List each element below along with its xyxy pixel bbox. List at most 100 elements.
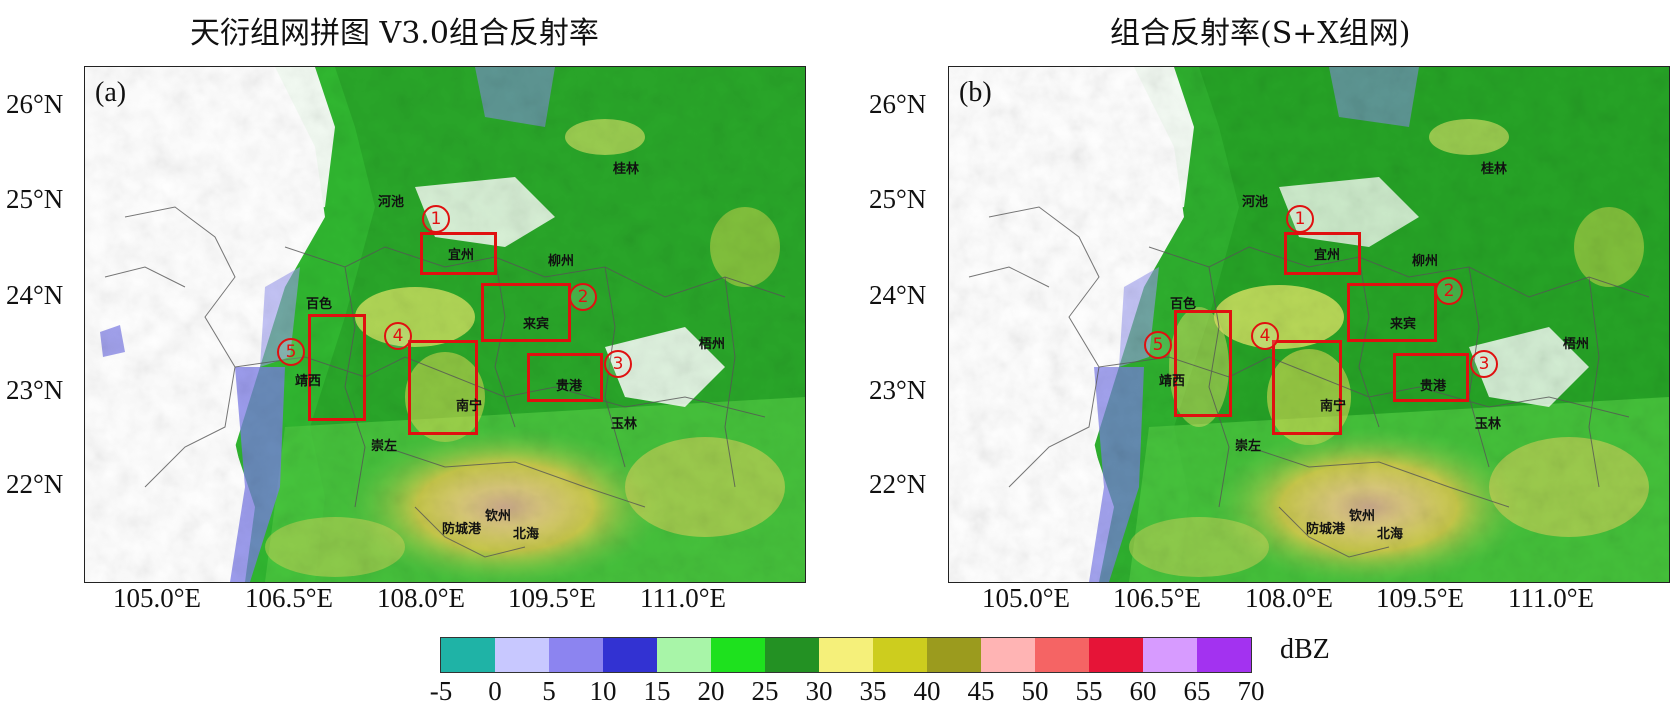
colorbar-tick-label: 15 (643, 676, 671, 706)
panel-b-title: 组合反射率(S+X组网) (1110, 16, 1411, 51)
city-wuzhou: 梧州 (699, 337, 726, 352)
lat-label-25: 25°N (6, 184, 64, 214)
colorbar-swatch (819, 638, 873, 672)
lat-label-24: 24°N (6, 280, 64, 310)
colorbar (440, 637, 1252, 673)
colorbar-swatch (1143, 638, 1197, 672)
city-jingxi-b: 靖西 (1159, 374, 1186, 389)
panel-a-title: 天衍组网拼图 V3.0组合反射率 (190, 16, 599, 51)
colorbar-swatch (1089, 638, 1143, 672)
region-box-3 (527, 353, 603, 402)
colorbar-swatch (603, 638, 657, 672)
region-marker-2-b: 2 (1435, 277, 1463, 305)
lon-label-108: 108.0°E (376, 583, 466, 613)
colorbar-tick-label: 40 (913, 676, 941, 706)
city-qinzhou-b: 钦州 (1349, 509, 1376, 524)
region-box-5-b (1174, 310, 1232, 417)
region-marker-1: 1 (422, 205, 450, 233)
colorbar-swatch (549, 638, 603, 672)
city-qinzhou: 钦州 (485, 509, 512, 524)
lat-label-22: 22°N (6, 469, 64, 499)
colorbar-swatch (495, 638, 549, 672)
lat-label-26-b: 26°N (869, 89, 927, 119)
reflectivity-field-b (949, 67, 1669, 582)
lon-label-109-5: 109.5°E (507, 583, 597, 613)
region-marker-5: 5 (277, 338, 305, 366)
region-box-2-b (1347, 283, 1437, 342)
colorbar-tick-label: 35 (859, 676, 887, 706)
lon-label-109-5-b: 109.5°E (1375, 583, 1465, 613)
colorbar-tick-label: -5 (429, 676, 453, 706)
colorbar-swatch (711, 638, 765, 672)
colorbar-tick-label: 65 (1183, 676, 1211, 706)
colorbar-swatch (1197, 638, 1251, 672)
region-marker-1-b: 1 (1286, 205, 1314, 233)
city-liuzhou: 柳州 (548, 254, 575, 269)
city-nanning: 南宁 (456, 399, 483, 414)
city-guilin-b: 桂林 (1481, 162, 1508, 177)
colorbar-tick-label: 60 (1129, 676, 1157, 706)
region-marker-4: 4 (384, 322, 412, 350)
city-beihai: 北海 (513, 527, 540, 542)
city-wuzhou-b: 梧州 (1563, 337, 1590, 352)
lat-label-26: 26°N (6, 89, 64, 119)
colorbar-tick-label: 55 (1075, 676, 1103, 706)
region-box-4-b (1272, 340, 1342, 435)
lon-label-111-b: 111.0°E (1507, 583, 1595, 613)
city-baise-b: 百色 (1170, 297, 1197, 312)
lat-label-22-b: 22°N (869, 469, 927, 499)
colorbar-tick-label: 5 (542, 676, 556, 706)
colorbar-swatch (873, 638, 927, 672)
colorbar-swatch (657, 638, 711, 672)
city-laibin: 来宾 (523, 317, 550, 332)
city-liuzhou-b: 柳州 (1412, 254, 1439, 269)
colorbar-unit: dBZ (1280, 634, 1330, 665)
lat-label-24-b: 24°N (869, 280, 927, 310)
lon-label-106-5-b: 106.5°E (1112, 583, 1202, 613)
colorbar-swatch (765, 638, 819, 672)
colorbar-tick-label: 25 (751, 676, 779, 706)
region-box-4 (408, 340, 478, 435)
colorbar-swatch (927, 638, 981, 672)
region-box-1-b (1284, 232, 1361, 275)
region-marker-3-b: 3 (1470, 350, 1498, 378)
lon-label-105-b: 105.0°E (981, 583, 1071, 613)
city-hechi-b: 河池 (1242, 195, 1269, 210)
colorbar-swatch (981, 638, 1035, 672)
city-yulin-b: 玉林 (1475, 417, 1502, 432)
region-marker-4-b: 4 (1251, 322, 1279, 350)
region-box-1 (420, 232, 497, 275)
city-jingxi: 靖西 (295, 374, 322, 389)
region-marker-2: 2 (569, 283, 597, 311)
region-box-2 (481, 283, 571, 342)
city-beihai-b: 北海 (1377, 527, 1404, 542)
colorbar-tick-label: 20 (697, 676, 725, 706)
city-hechi: 河池 (378, 195, 405, 210)
colorbar-tick-label: 30 (805, 676, 833, 706)
colorbar-tick-label: 0 (488, 676, 502, 706)
city-laibin-b: 来宾 (1390, 317, 1417, 332)
colorbar-tick-label: 10 (589, 676, 617, 706)
radar-map-b: (b) (948, 66, 1670, 583)
region-box-5 (308, 314, 366, 421)
radar-map-a: (a) (84, 66, 806, 583)
lat-label-23-b: 23°N (869, 375, 927, 405)
lon-label-105: 105.0°E (112, 583, 202, 613)
city-nanning-b: 南宁 (1320, 399, 1347, 414)
colorbar-tick-label: 50 (1021, 676, 1049, 706)
region-box-3-b (1393, 353, 1469, 402)
city-fangchenggang: 防城港 (442, 522, 482, 537)
colorbar-tick-label: 45 (967, 676, 995, 706)
colorbar-tick-label: 70 (1237, 676, 1265, 706)
region-marker-5-b: 5 (1144, 331, 1172, 359)
city-chongzuo-b: 崇左 (1235, 439, 1262, 454)
city-guigang: 贵港 (556, 379, 583, 394)
panel-b-label: (b) (959, 77, 992, 108)
colorbar-swatch (441, 638, 495, 672)
city-yulin: 玉林 (611, 417, 638, 432)
lon-label-108-b: 108.0°E (1244, 583, 1334, 613)
region-marker-3: 3 (604, 350, 632, 378)
city-yizhou: 宜州 (448, 248, 475, 263)
colorbar-swatch (1035, 638, 1089, 672)
city-chongzuo: 崇左 (371, 439, 398, 454)
